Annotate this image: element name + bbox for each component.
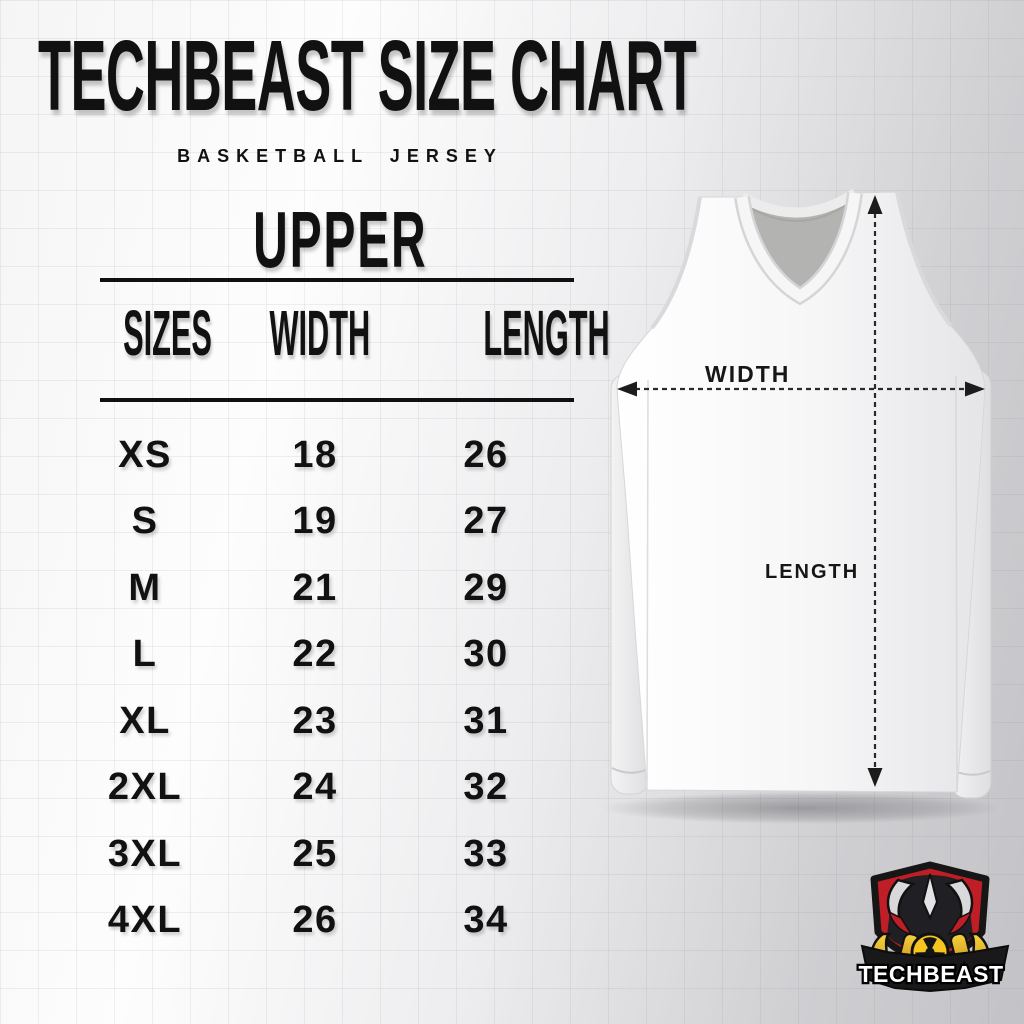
width-arrowhead-right <box>965 381 985 397</box>
jersey-measurement-diagram: WIDTH LENGTH <box>585 180 1015 840</box>
section-title: UPPER <box>75 200 605 280</box>
column-header-sizes: SIZES <box>123 297 212 369</box>
cell-size: XS <box>118 433 172 476</box>
page-title: TECHBEAST SIZE CHART <box>38 26 1024 136</box>
cell-length: 26 <box>463 433 509 476</box>
cell-length: 31 <box>463 699 509 742</box>
table-row: S 19 27 <box>75 489 605 556</box>
table-row: 4XL 26 34 <box>75 888 605 955</box>
table-row: 3XL 25 33 <box>75 821 605 888</box>
divider-top <box>100 278 574 282</box>
measurement-arrows <box>617 195 985 787</box>
brand-logo: TECHBEAST <box>853 860 1017 1016</box>
face-accents <box>887 910 973 936</box>
column-header-width: WIDTH <box>269 297 371 369</box>
logo-banner: TECHBEAST <box>856 944 1010 993</box>
cell-size: S <box>131 500 159 543</box>
cell-size: 3XL <box>107 832 183 875</box>
cell-width: 26 <box>292 899 338 942</box>
cell-length: 30 <box>463 633 509 676</box>
cell-width: 19 <box>292 500 338 543</box>
jersey-shadow <box>601 792 1001 824</box>
cell-width: 21 <box>292 566 338 609</box>
cell-width: 18 <box>292 433 338 476</box>
column-header-length: LENGTH <box>483 297 610 369</box>
table-header-row: SIZES WIDTH LENGTH <box>75 297 610 369</box>
cell-size: 4XL <box>107 899 183 942</box>
width-arrowhead-left <box>617 381 637 397</box>
cell-width: 23 <box>292 699 338 742</box>
size-table: XS 18 26 S 19 27 M 21 29 L 22 30 XL 23 3… <box>75 422 605 954</box>
page-subtitle: BASKETBALL JERSEY <box>177 146 503 166</box>
length-arrowhead-bottom <box>867 768 883 787</box>
length-arrowhead-top <box>867 195 883 214</box>
cell-size: XL <box>119 699 171 742</box>
beast-mascot-icon: TECHBEAST <box>856 861 1010 993</box>
section-title-text: UPPER <box>252 195 428 284</box>
table-row: 2XL 24 32 <box>75 755 605 822</box>
divider-header <box>100 398 574 402</box>
cell-length: 32 <box>463 766 509 809</box>
width-measurement-label: WIDTH <box>705 361 791 387</box>
table-row: L 22 30 <box>75 622 605 689</box>
cell-length: 34 <box>463 899 509 942</box>
cell-width: 24 <box>292 766 338 809</box>
jersey-neck <box>734 188 863 306</box>
cell-width: 22 <box>292 633 338 676</box>
cell-length: 33 <box>463 832 509 875</box>
cell-length: 29 <box>463 566 509 609</box>
cell-size: M <box>128 566 162 609</box>
table-row: XL 23 31 <box>75 688 605 755</box>
table-row: XS 18 26 <box>75 422 605 489</box>
page-title-text: TECHBEAST SIZE CHART <box>38 20 697 132</box>
cell-width: 25 <box>292 832 338 875</box>
cell-size: 2XL <box>107 766 183 809</box>
jersey-illustration <box>601 188 1001 824</box>
logo-text: TECHBEAST <box>858 961 1003 987</box>
length-measurement-label: LENGTH <box>765 561 860 583</box>
cell-size: L <box>132 633 158 676</box>
table-row: M 21 29 <box>75 555 605 622</box>
cell-length: 27 <box>463 500 509 543</box>
jersey-seams <box>646 191 958 793</box>
